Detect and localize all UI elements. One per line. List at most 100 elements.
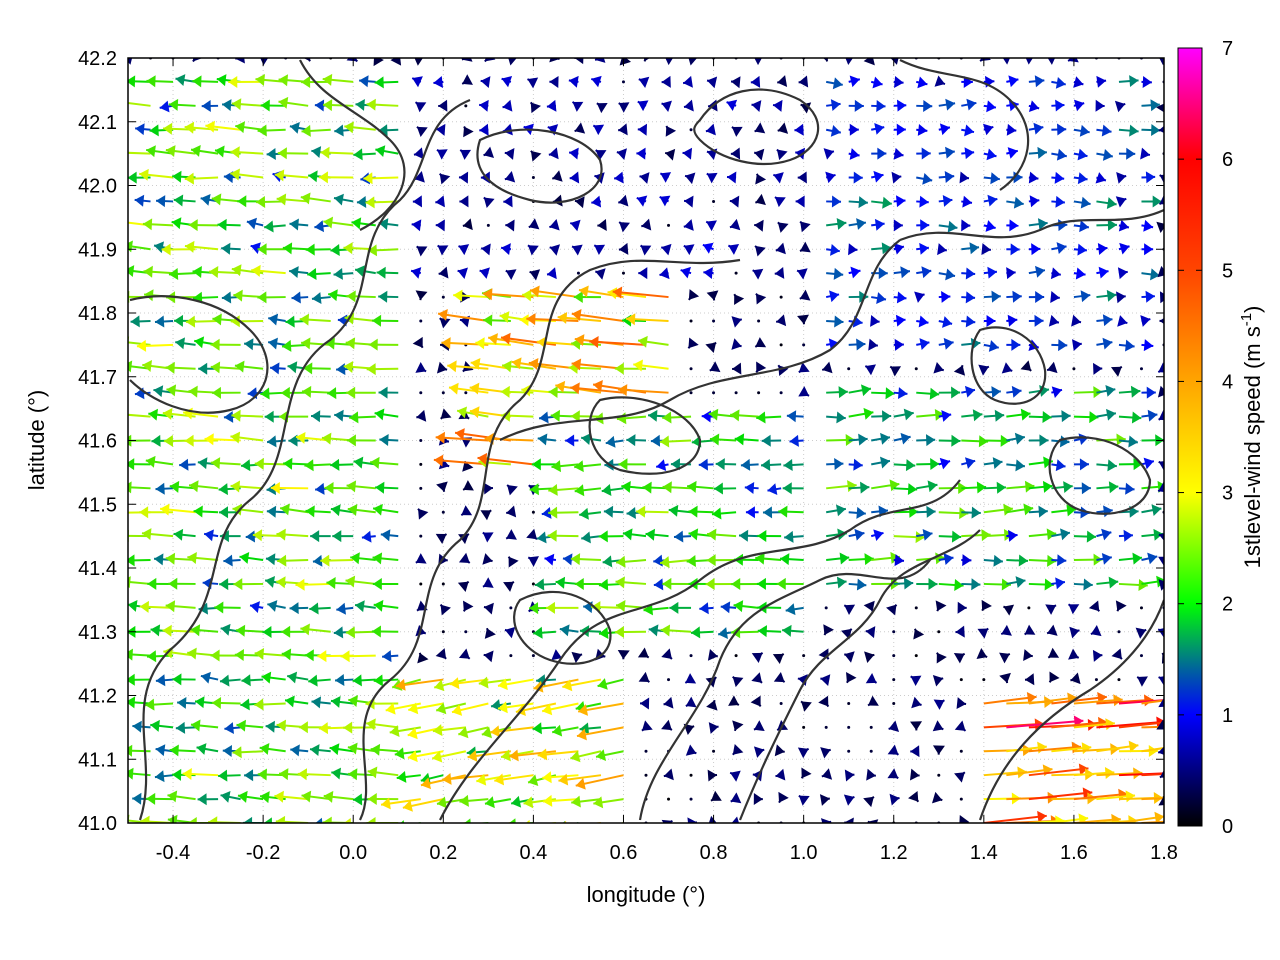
wind-vector-head [197, 793, 207, 806]
wind-vector [276, 528, 309, 541]
wind-vector [439, 822, 444, 823]
wind-vector [439, 603, 451, 616]
wind-vector [621, 480, 647, 493]
wind-vector-head [755, 337, 767, 348]
wind-vector-head [1042, 411, 1052, 424]
wind-vector-head [548, 386, 558, 399]
wind-vector [128, 576, 151, 589]
wind-vector-head [448, 382, 459, 395]
wind-vector-head [663, 696, 674, 709]
wind-vector-head [557, 311, 568, 324]
wind-vector [870, 529, 884, 542]
wind-vector-head [798, 75, 809, 88]
wind-vector-head [849, 123, 859, 136]
wind-vector-head [282, 242, 293, 255]
wind-vector-head [440, 604, 451, 616]
wind-vector-head [868, 695, 879, 706]
wind-vector-head [1158, 628, 1164, 638]
wind-vector-head [1080, 196, 1091, 209]
wind-vector-head [971, 506, 981, 519]
wind-vector [1141, 457, 1155, 470]
wind-vector-head [244, 769, 254, 782]
wind-vector-head [838, 386, 848, 399]
wind-vector [983, 290, 1001, 303]
wind-vector [167, 790, 196, 803]
wind-vector-head [252, 529, 263, 542]
wind-vector-head [965, 267, 976, 280]
wind-vector [825, 125, 842, 137]
wind-vector-head [1106, 408, 1116, 421]
wind-vector [821, 768, 833, 780]
wind-vector [509, 818, 534, 823]
wind-vector [190, 145, 219, 157]
wind-vector [753, 720, 765, 732]
wind-vector [660, 624, 692, 637]
wind-vector-shaft [128, 343, 129, 345]
wind-vector [637, 647, 650, 659]
wind-vector-head [139, 506, 149, 519]
wind-vector-dot [441, 295, 445, 299]
wind-vector-head [436, 361, 448, 374]
wind-vector-head [1026, 691, 1037, 704]
wind-vector-head [565, 434, 575, 447]
wind-vector [1139, 367, 1143, 371]
wind-vector [754, 245, 766, 257]
wind-vector-head [439, 318, 451, 329]
wind-vector-head [381, 797, 391, 810]
wind-vector-head [730, 792, 742, 804]
wind-vector [346, 434, 376, 447]
wind-vector-head [219, 506, 229, 519]
wind-vector [277, 554, 309, 567]
wind-vector-head [128, 576, 131, 589]
wind-vector [1051, 504, 1077, 517]
wind-vector [435, 123, 446, 136]
wind-vector [1096, 528, 1112, 541]
wind-vector [571, 244, 583, 256]
wind-vector-head [910, 745, 920, 758]
wind-vector-head [756, 361, 767, 373]
wind-vector [354, 600, 376, 613]
wind-vector [1141, 504, 1162, 517]
wind-vector-head [480, 76, 491, 89]
wind-vector-head [773, 172, 784, 184]
wind-vector-head [957, 601, 967, 614]
wind-vector-head [596, 102, 608, 114]
wind-vector-head [237, 790, 248, 803]
wind-vector [961, 481, 987, 494]
wind-vector [869, 749, 873, 753]
wind-vector-head [731, 338, 742, 350]
wind-vector [506, 505, 517, 518]
wind-vector [871, 292, 887, 304]
wind-vector-head [1069, 626, 1080, 639]
wind-vector-head [674, 530, 684, 543]
wind-vector [193, 505, 219, 518]
wind-vector [614, 625, 647, 638]
wind-vector [574, 196, 585, 209]
wind-vector [1028, 243, 1041, 256]
wind-vector-head [732, 676, 744, 688]
wind-vector-head [683, 75, 693, 88]
wind-vector [1050, 291, 1060, 303]
wind-vector-head [797, 747, 809, 759]
wind-vector-dot [779, 343, 783, 347]
wind-vector-head [1102, 337, 1113, 350]
wind-vector-dot [1027, 606, 1031, 610]
wind-vector-head [733, 600, 744, 613]
wind-vector [154, 770, 174, 783]
wind-vector [419, 534, 423, 538]
wind-vector [754, 219, 764, 232]
wind-vector-head [368, 338, 378, 351]
wind-vector-dot [419, 319, 423, 323]
wind-vector-head [636, 505, 646, 518]
wind-vector-head [846, 671, 857, 683]
wind-vector [128, 413, 151, 418]
wind-vector-head [307, 268, 317, 280]
wind-vector-head [128, 767, 134, 780]
wind-vector-head [853, 171, 863, 184]
wind-vector-head [985, 220, 996, 232]
wind-vector [800, 700, 812, 712]
wind-vector [301, 337, 331, 350]
wind-vector [1073, 267, 1086, 280]
wind-vector-head [798, 386, 810, 397]
wind-vector-head [917, 76, 928, 89]
